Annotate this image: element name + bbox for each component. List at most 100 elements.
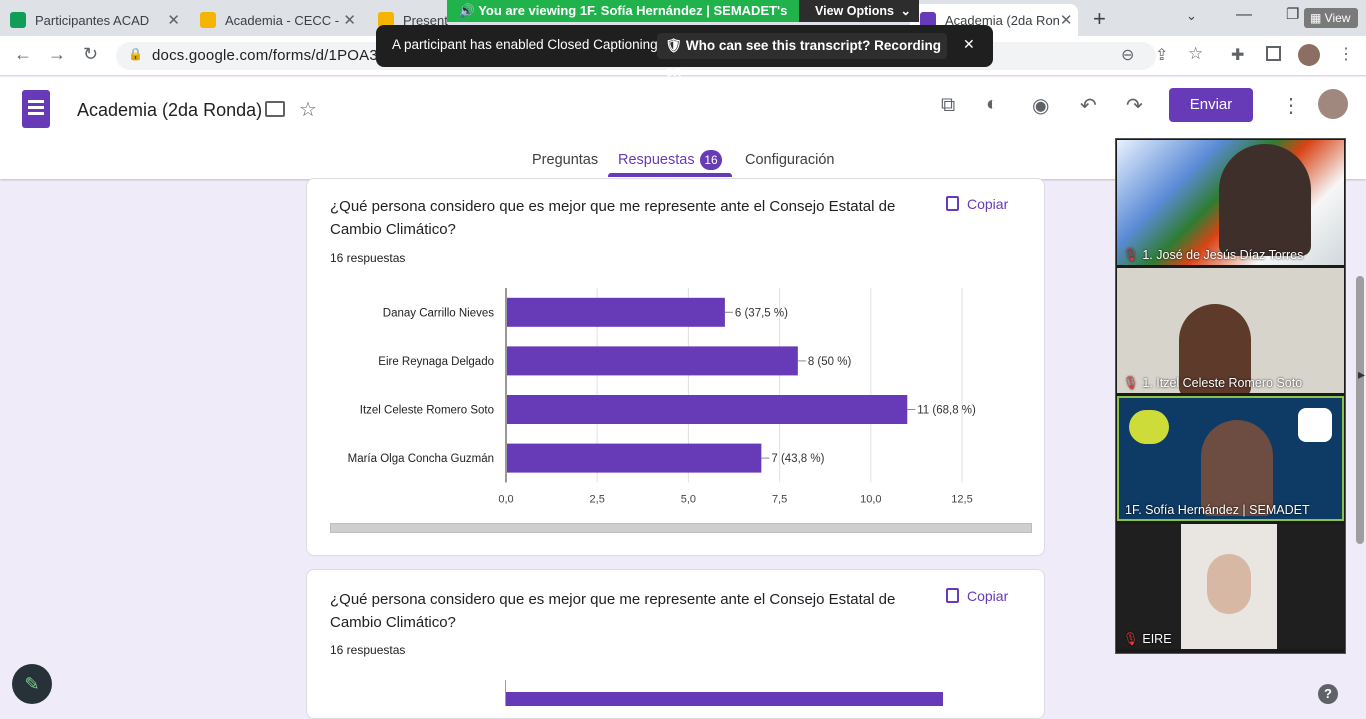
tab-academia-forms[interactable]: Academia (2da Ron ✕ xyxy=(910,4,1078,36)
x-tick-label: 7,5 xyxy=(772,493,787,505)
response-count-badge: 16 xyxy=(700,150,722,170)
bookmark-star-icon[interactable]: ☆ xyxy=(1188,44,1204,63)
slides-icon xyxy=(378,12,394,28)
tab-respuestas[interactable]: Respuestas xyxy=(618,152,695,168)
page-scrollbar-thumb[interactable] xyxy=(1356,276,1364,544)
lock-icon: 🔒 xyxy=(128,47,143,61)
zoom-view-button[interactable]: ▦ View xyxy=(1304,8,1358,28)
data-label: 7 (43,8 %) xyxy=(771,453,824,465)
copy-label: Copiar xyxy=(967,588,1009,604)
slides-icon xyxy=(200,12,216,28)
shield-icon: 🛡 xyxy=(665,38,686,53)
tab-academia-cecc[interactable]: Academia - CECC - ✕ xyxy=(190,4,366,36)
close-icon[interactable]: ✕ xyxy=(963,36,975,52)
video-tile[interactable]: 🎙 EIRE xyxy=(1117,524,1344,649)
data-label: 6 (37,5 %) xyxy=(735,307,788,319)
close-icon[interactable]: ✕ xyxy=(343,12,356,29)
close-icon[interactable]: ✕ xyxy=(167,12,180,29)
logo-icon xyxy=(1129,410,1169,444)
annotate-pencil-icon[interactable]: ✎ xyxy=(12,664,52,704)
minimize-icon[interactable]: — xyxy=(1236,6,1252,23)
close-icon[interactable]: ✕ xyxy=(1059,12,1073,29)
video-tile-active-speaker[interactable]: 1F. Sofía Hernández | SEMADET xyxy=(1117,396,1344,521)
tab-participantes[interactable]: Participantes ACAD ✕ xyxy=(0,4,190,36)
side-panel-icon[interactable] xyxy=(1266,46,1281,61)
category-label: Itzel Celeste Romero Soto xyxy=(360,405,494,417)
x-tick-label: 10,0 xyxy=(860,493,881,505)
forward-icon[interactable]: → xyxy=(48,44,66,64)
palette-icon[interactable]: ◐ xyxy=(986,93,999,115)
copy-chart-button[interactable]: Copiar xyxy=(946,196,1008,212)
data-label: 8 (50 %) xyxy=(808,356,852,368)
tab-label: Academia (2da Ron xyxy=(945,12,1060,28)
send-button[interactable]: Enviar xyxy=(1169,88,1253,122)
transcript-text: Who can see this transcript? Recording o… xyxy=(665,38,941,79)
view-options-button[interactable]: View Options ⌄ xyxy=(799,0,919,22)
mouse-cursor: ▸ xyxy=(1358,366,1366,382)
preview-eye-icon[interactable]: ◉ xyxy=(1032,95,1050,117)
muted-mic-icon: 🎙 xyxy=(1123,632,1139,646)
category-label: Eire Reynaga Delgado xyxy=(378,356,494,368)
view-options-label: View Options xyxy=(815,4,894,18)
chart-scrollbar[interactable] xyxy=(330,523,1032,533)
muted-mic-icon: 🎙 xyxy=(1123,376,1139,390)
zoom-out-icon[interactable]: ⊖ xyxy=(1121,47,1135,64)
muted-mic-icon: 🎙 xyxy=(1123,248,1139,262)
x-tick-label: 12,5 xyxy=(951,493,972,505)
chart-axis xyxy=(505,680,506,706)
x-tick-label: 0,0 xyxy=(498,493,513,505)
copy-icon xyxy=(946,196,959,211)
transcript-button[interactable]: 🛡 Who can see this transcript? Recording… xyxy=(657,33,947,79)
response-count: 16 respuestas xyxy=(330,251,406,265)
question-title: ¿Qué persona considero que es mejor que … xyxy=(330,591,896,631)
tab-search-icon[interactable]: ⌄ xyxy=(1186,8,1197,23)
participant-name: 1F. Sofía Hernández | SEMADET xyxy=(1125,503,1310,517)
help-icon[interactable]: ? xyxy=(1318,684,1338,704)
tab-configuracion[interactable]: Configuración xyxy=(745,152,835,168)
reload-icon[interactable]: ↻ xyxy=(83,44,99,64)
copy-icon xyxy=(946,588,959,603)
account-avatar[interactable] xyxy=(1318,89,1348,119)
question-title: ¿Qué persona considero que es mejor que … xyxy=(330,198,896,238)
response-count: 16 respuestas xyxy=(330,643,406,657)
star-icon[interactable]: ☆ xyxy=(299,99,317,121)
participant-name: 1. José de Jesús Díaz Torres xyxy=(1142,248,1304,262)
bar xyxy=(507,443,762,473)
tab-preguntas[interactable]: Preguntas xyxy=(532,152,599,168)
redo-icon[interactable]: ↷ xyxy=(1126,95,1143,117)
tab-label: Present xyxy=(403,12,448,28)
copy-chart-button[interactable]: Copiar xyxy=(946,588,1008,604)
video-tile[interactable]: 🎙 1. Itzel Celeste Romero Soto xyxy=(1117,268,1344,393)
forms-logo-icon[interactable] xyxy=(22,90,50,128)
more-options-icon[interactable]: ⋮ xyxy=(1281,95,1301,117)
participant-name: EIRE xyxy=(1142,632,1172,646)
addons-icon[interactable]: ⧉ xyxy=(941,94,956,116)
forms-icon xyxy=(920,12,936,28)
extensions-icon[interactable]: ✚ xyxy=(1231,47,1245,64)
x-tick-label: 5,0 xyxy=(681,493,696,505)
video-tile[interactable]: 🎙 1. José de Jesús Díaz Torres xyxy=(1117,140,1344,265)
tab-label: Academia - CECC - xyxy=(225,12,340,28)
share-icon[interactable]: ⇪ xyxy=(1155,47,1169,64)
active-tab-indicator xyxy=(608,173,732,177)
participant-video xyxy=(1219,144,1311,256)
form-title[interactable]: Academia (2da Ronda) xyxy=(77,100,263,120)
restore-icon[interactable]: ❐ xyxy=(1286,6,1300,23)
bar xyxy=(507,297,725,327)
category-label: Danay Carrillo Nieves xyxy=(383,307,494,319)
undo-icon[interactable]: ↶ xyxy=(1080,95,1097,117)
closed-caption-notice: A participant has enabled Closed Caption… xyxy=(376,25,993,79)
chevron-down-icon: ⌄ xyxy=(900,4,911,18)
back-icon[interactable]: ← xyxy=(14,44,32,64)
tab-presentation[interactable]: Present xyxy=(368,4,448,36)
folder-icon[interactable] xyxy=(265,101,285,117)
category-label: María Olga Concha Guzmán xyxy=(348,453,494,465)
chart-bar xyxy=(506,692,943,706)
new-tab-icon[interactable]: + xyxy=(1093,6,1106,31)
bar xyxy=(507,346,798,376)
data-label: 11 (68,8 %) xyxy=(917,405,976,417)
view-label: View xyxy=(1324,11,1351,25)
profile-avatar[interactable] xyxy=(1298,44,1320,66)
participant-video xyxy=(1201,420,1273,516)
browser-menu-icon[interactable]: ⋮ xyxy=(1338,46,1354,63)
